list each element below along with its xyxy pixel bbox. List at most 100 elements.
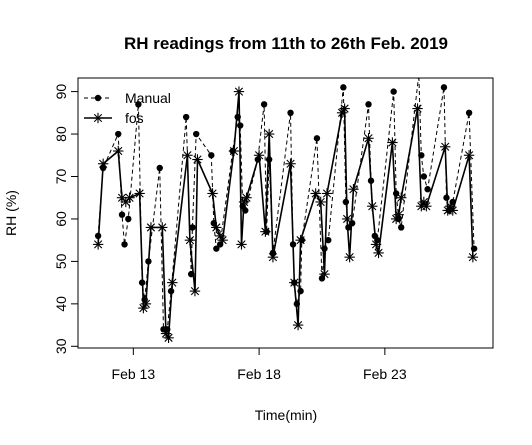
manual-point-14 <box>182 113 190 121</box>
x-tick-label-2: Feb 23 <box>363 366 407 382</box>
fos-point-30 <box>267 251 279 263</box>
manual-point-51 <box>392 190 400 197</box>
fos-point-14 <box>182 150 193 161</box>
manual-point-43 <box>342 198 350 206</box>
legend-item-fos: fos <box>84 110 144 126</box>
fos-point-37 <box>319 268 330 280</box>
fos-point-28 <box>260 226 271 237</box>
fos-point-2 <box>113 145 124 157</box>
manual-point-53 <box>397 224 405 231</box>
chart-title: RH readings from 11th to 26th Feb. 2019 <box>124 34 448 53</box>
manual-point-21 <box>216 241 224 248</box>
manual-point-62 <box>465 109 473 117</box>
y-tick-label-0: 30 <box>53 338 69 354</box>
fos-point-44 <box>363 133 374 144</box>
fos-point-5 <box>124 192 135 203</box>
fos-point-13 <box>167 277 178 288</box>
fos-point-32 <box>289 277 300 288</box>
fos-point-56 <box>440 141 451 152</box>
plot-frame <box>77 77 494 349</box>
manual-point-5 <box>125 215 132 223</box>
fos-point-40 <box>339 103 350 114</box>
series-manual-line <box>97 78 475 330</box>
fos-point-0 <box>92 239 104 250</box>
fos-point-17 <box>192 154 203 165</box>
fos-point-60 <box>463 150 475 161</box>
manual-point-2 <box>115 130 122 138</box>
fos-point-23 <box>233 86 245 97</box>
manual-point-57 <box>424 186 431 193</box>
fos-point-26 <box>241 192 252 203</box>
fos-point-59 <box>447 205 458 216</box>
fos-point-39 <box>336 107 348 119</box>
x-tick-label-1: Feb 18 <box>237 366 281 382</box>
fos-point-50 <box>393 209 404 220</box>
manual-point-41 <box>325 236 332 244</box>
manual-point-39 <box>318 275 326 282</box>
manual-point-42 <box>340 84 347 91</box>
manual-point-10 <box>156 164 163 172</box>
fos-point-10 <box>157 222 168 233</box>
fos-point-33 <box>292 319 304 331</box>
fos-point-46 <box>370 239 382 250</box>
fos-point-48 <box>387 137 398 148</box>
fos-point-43 <box>348 184 359 195</box>
y-tick-label-2: 50 <box>53 253 69 269</box>
fos-point-18 <box>207 188 218 199</box>
manual-point-16 <box>189 224 196 231</box>
fos-point-42 <box>344 251 355 263</box>
fos-point-51 <box>395 192 407 203</box>
fos-point-19 <box>211 222 222 233</box>
y-tick-label-6: 90 <box>53 84 69 100</box>
manual-point-3 <box>118 211 126 218</box>
legend-marker-manual <box>94 94 102 102</box>
plot-area <box>77 77 494 349</box>
fos-point-47 <box>373 247 384 259</box>
series-layer <box>92 71 479 344</box>
fos-point-61 <box>467 251 479 263</box>
manual-point-17 <box>193 130 200 138</box>
fos-point-52 <box>412 103 423 114</box>
x-tick-label-0: Feb 13 <box>112 366 156 382</box>
manual-point-50 <box>390 88 397 95</box>
fos-point-21 <box>217 234 228 246</box>
legend-marker-fos <box>92 112 104 124</box>
manual-point-32 <box>287 109 294 117</box>
y-tick-label-3: 60 <box>53 211 69 227</box>
fos-point-27 <box>253 150 265 161</box>
fos-point-1 <box>97 158 109 169</box>
fos-point-9 <box>145 222 157 233</box>
manual-point-38 <box>313 135 321 142</box>
fos-point-12 <box>163 332 174 344</box>
fos-point-55 <box>421 201 432 212</box>
manual-point-4 <box>121 241 128 248</box>
y-tick-label-4: 70 <box>53 168 69 184</box>
fos-point-6 <box>134 188 145 199</box>
fos-point-8 <box>140 298 152 310</box>
x-axis-label: Time(min) <box>255 407 317 423</box>
x-axis: Feb 13 Feb 18 Feb 23 <box>112 348 407 382</box>
legend-label-fos: fos <box>125 110 144 126</box>
legend-item-manual: Manual <box>84 90 171 106</box>
y-tick-label-1: 40 <box>53 296 69 312</box>
fos-point-15 <box>184 234 196 246</box>
fos-point-45 <box>367 201 378 212</box>
fos-point-34 <box>295 234 306 246</box>
fos-point-16 <box>189 285 201 297</box>
manual-point-6 <box>135 101 142 108</box>
fos-point-38 <box>321 188 333 199</box>
legend-label-manual: Manual <box>125 90 171 106</box>
manual-point-20 <box>213 245 220 252</box>
manual-point-54 <box>416 71 422 77</box>
fos-point-24 <box>236 239 247 250</box>
fos-point-35 <box>310 188 321 199</box>
y-tick-label-5: 80 <box>53 126 69 142</box>
manual-point-28 <box>260 101 268 108</box>
series-fos <box>92 86 479 344</box>
y-axis: 30 40 50 60 70 80 90 <box>53 84 78 354</box>
manual-point-58 <box>440 84 448 91</box>
fos-point-29 <box>263 128 275 140</box>
fos-point-41 <box>341 213 353 225</box>
